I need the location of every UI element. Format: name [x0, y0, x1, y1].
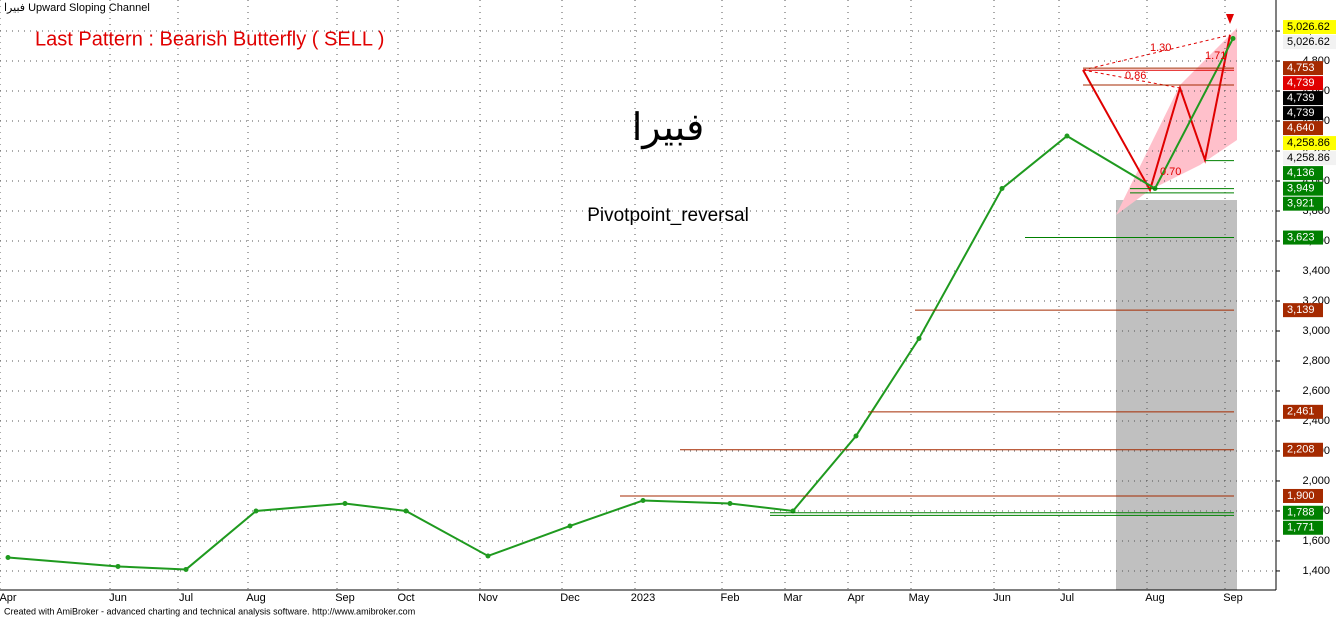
x-tick-label: Jul	[1060, 592, 1074, 604]
symbol-watermark: فبيرا	[632, 107, 705, 150]
level-label: 4,640	[1287, 122, 1315, 134]
level-box	[1283, 166, 1323, 181]
price-point	[1064, 133, 1070, 139]
level-label: 2,208	[1287, 444, 1315, 456]
chart-title: فبيرا Upward Sloping Channel	[4, 2, 150, 14]
pattern-leg	[1082, 69, 1181, 89]
ratio-label: 1.30	[1150, 42, 1171, 54]
level-label: 4,753	[1287, 62, 1315, 74]
price-point	[640, 497, 646, 503]
y-tick-label: 2,600	[1302, 385, 1330, 397]
price-point	[485, 553, 491, 559]
y-tick-label: 2,000	[1302, 475, 1330, 487]
x-tick-label: Jun	[993, 592, 1011, 604]
pattern-leg	[1082, 34, 1231, 71]
indicator-name: Pivotpoint_reversal	[587, 205, 749, 226]
level-label: 5,026.62	[1287, 36, 1330, 48]
price-point	[999, 186, 1005, 192]
x-tick-label: Apr	[0, 592, 17, 604]
price-point	[115, 563, 121, 569]
price-point	[403, 508, 409, 514]
x-tick-label: Sep	[335, 592, 355, 604]
y-tick-label: 3,000	[1302, 325, 1330, 337]
price-point	[567, 523, 573, 529]
level-box	[1283, 106, 1323, 121]
ratio-label: 0.70	[1160, 166, 1181, 178]
level-box	[1283, 136, 1336, 151]
level-label: 4,739	[1287, 92, 1315, 104]
footer: Created with AmiBroker - advanced charti…	[4, 606, 415, 616]
level-box	[1283, 303, 1323, 318]
level-box	[1283, 230, 1323, 245]
price-point	[342, 500, 348, 506]
x-tick-label: Aug	[246, 592, 266, 604]
level-label: 4,258.86	[1287, 137, 1330, 149]
x-tick-label: Feb	[721, 592, 740, 604]
level-label: 3,949	[1287, 183, 1315, 195]
level-box	[1283, 121, 1323, 136]
x-tick-label: May	[909, 592, 930, 604]
x-tick-label: Aug	[1145, 592, 1165, 604]
level-label: 1,788	[1287, 507, 1315, 519]
x-tick-label: Nov	[478, 592, 498, 604]
y-tick-label: 3,400	[1302, 265, 1330, 277]
level-label: 4,136	[1287, 167, 1315, 179]
level-box	[1283, 520, 1323, 535]
y-tick-label: 1,400	[1302, 565, 1330, 577]
x-tick-label: Jul	[179, 592, 193, 604]
level-label: 3,921	[1287, 198, 1315, 210]
ratio-label: 1.71	[1205, 50, 1226, 62]
sell-arrow	[1226, 14, 1234, 24]
level-label: 3,139	[1287, 304, 1315, 316]
y-tick-label: 2,800	[1302, 355, 1330, 367]
level-label: 1,900	[1287, 490, 1315, 502]
price-point	[5, 554, 11, 560]
level-label: 4,739	[1287, 107, 1315, 119]
level-box	[1283, 505, 1323, 520]
price-point	[253, 508, 259, 514]
y-tick-label: 1,600	[1302, 535, 1330, 547]
level-box	[1283, 196, 1323, 211]
level-box	[1283, 61, 1323, 76]
price-point	[727, 500, 733, 506]
price-point	[853, 433, 859, 439]
price-point	[790, 508, 796, 514]
level-label: 4,258.86	[1287, 152, 1330, 164]
level-box	[1283, 442, 1323, 457]
ratio-label: 0.86	[1125, 70, 1146, 82]
level-box	[1283, 151, 1336, 166]
x-tick-label: 2023	[631, 592, 655, 604]
pattern-text: Last Pattern : Bearish Butterfly ( SELL …	[35, 28, 384, 50]
level-box	[1283, 91, 1323, 106]
x-tick-label: Dec	[560, 592, 580, 604]
level-label: 2,461	[1287, 406, 1315, 418]
level-box	[1283, 181, 1323, 196]
projection-zone	[1116, 200, 1237, 590]
level-label: 1,771	[1287, 522, 1315, 534]
x-tick-label: Mar	[784, 592, 803, 604]
level-label: 5,026.62	[1287, 21, 1330, 33]
x-tick-label: Jun	[109, 592, 127, 604]
level-box	[1283, 488, 1323, 503]
level-box	[1283, 35, 1336, 50]
level-box	[1283, 76, 1323, 91]
level-label: 3,623	[1287, 231, 1315, 243]
level-box	[1283, 20, 1336, 35]
x-tick-label: Apr	[847, 592, 864, 604]
level-label: 4,739	[1287, 77, 1315, 89]
price-point	[183, 566, 189, 572]
price-point	[1230, 36, 1236, 42]
price-point	[916, 335, 922, 341]
level-box	[1283, 404, 1323, 419]
x-tick-label: Oct	[397, 592, 414, 604]
x-tick-label: Sep	[1223, 592, 1243, 604]
